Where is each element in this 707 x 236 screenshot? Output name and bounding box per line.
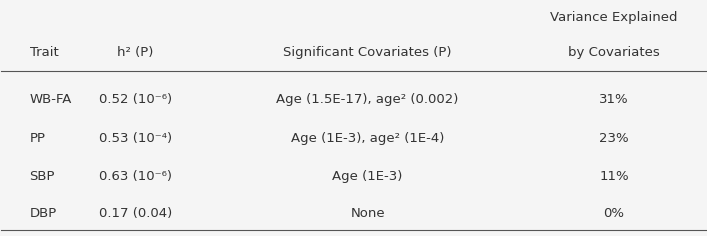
Text: 0.52 (10⁻⁶): 0.52 (10⁻⁶) bbox=[99, 93, 172, 106]
Text: 0.63 (10⁻⁶): 0.63 (10⁻⁶) bbox=[99, 170, 172, 183]
Text: h² (P): h² (P) bbox=[117, 46, 153, 59]
Text: 11%: 11% bbox=[600, 170, 629, 183]
Text: 0.17 (0.04): 0.17 (0.04) bbox=[98, 207, 172, 220]
Text: Age (1E-3), age² (1E-4): Age (1E-3), age² (1E-4) bbox=[291, 132, 444, 145]
Text: 0.53 (10⁻⁴): 0.53 (10⁻⁴) bbox=[99, 132, 172, 145]
Text: WB-FA: WB-FA bbox=[30, 93, 72, 106]
Text: Age (1E-3): Age (1E-3) bbox=[332, 170, 403, 183]
Text: 0%: 0% bbox=[604, 207, 624, 220]
Text: SBP: SBP bbox=[30, 170, 55, 183]
Text: Trait: Trait bbox=[30, 46, 58, 59]
Text: Variance Explained: Variance Explained bbox=[550, 11, 678, 24]
Text: Age (1.5E-17), age² (0.002): Age (1.5E-17), age² (0.002) bbox=[276, 93, 459, 106]
Text: Significant Covariates (P): Significant Covariates (P) bbox=[284, 46, 452, 59]
Text: 23%: 23% bbox=[600, 132, 629, 145]
Text: PP: PP bbox=[30, 132, 45, 145]
Text: DBP: DBP bbox=[30, 207, 57, 220]
Text: None: None bbox=[350, 207, 385, 220]
Text: 31%: 31% bbox=[600, 93, 629, 106]
Text: by Covariates: by Covariates bbox=[568, 46, 660, 59]
